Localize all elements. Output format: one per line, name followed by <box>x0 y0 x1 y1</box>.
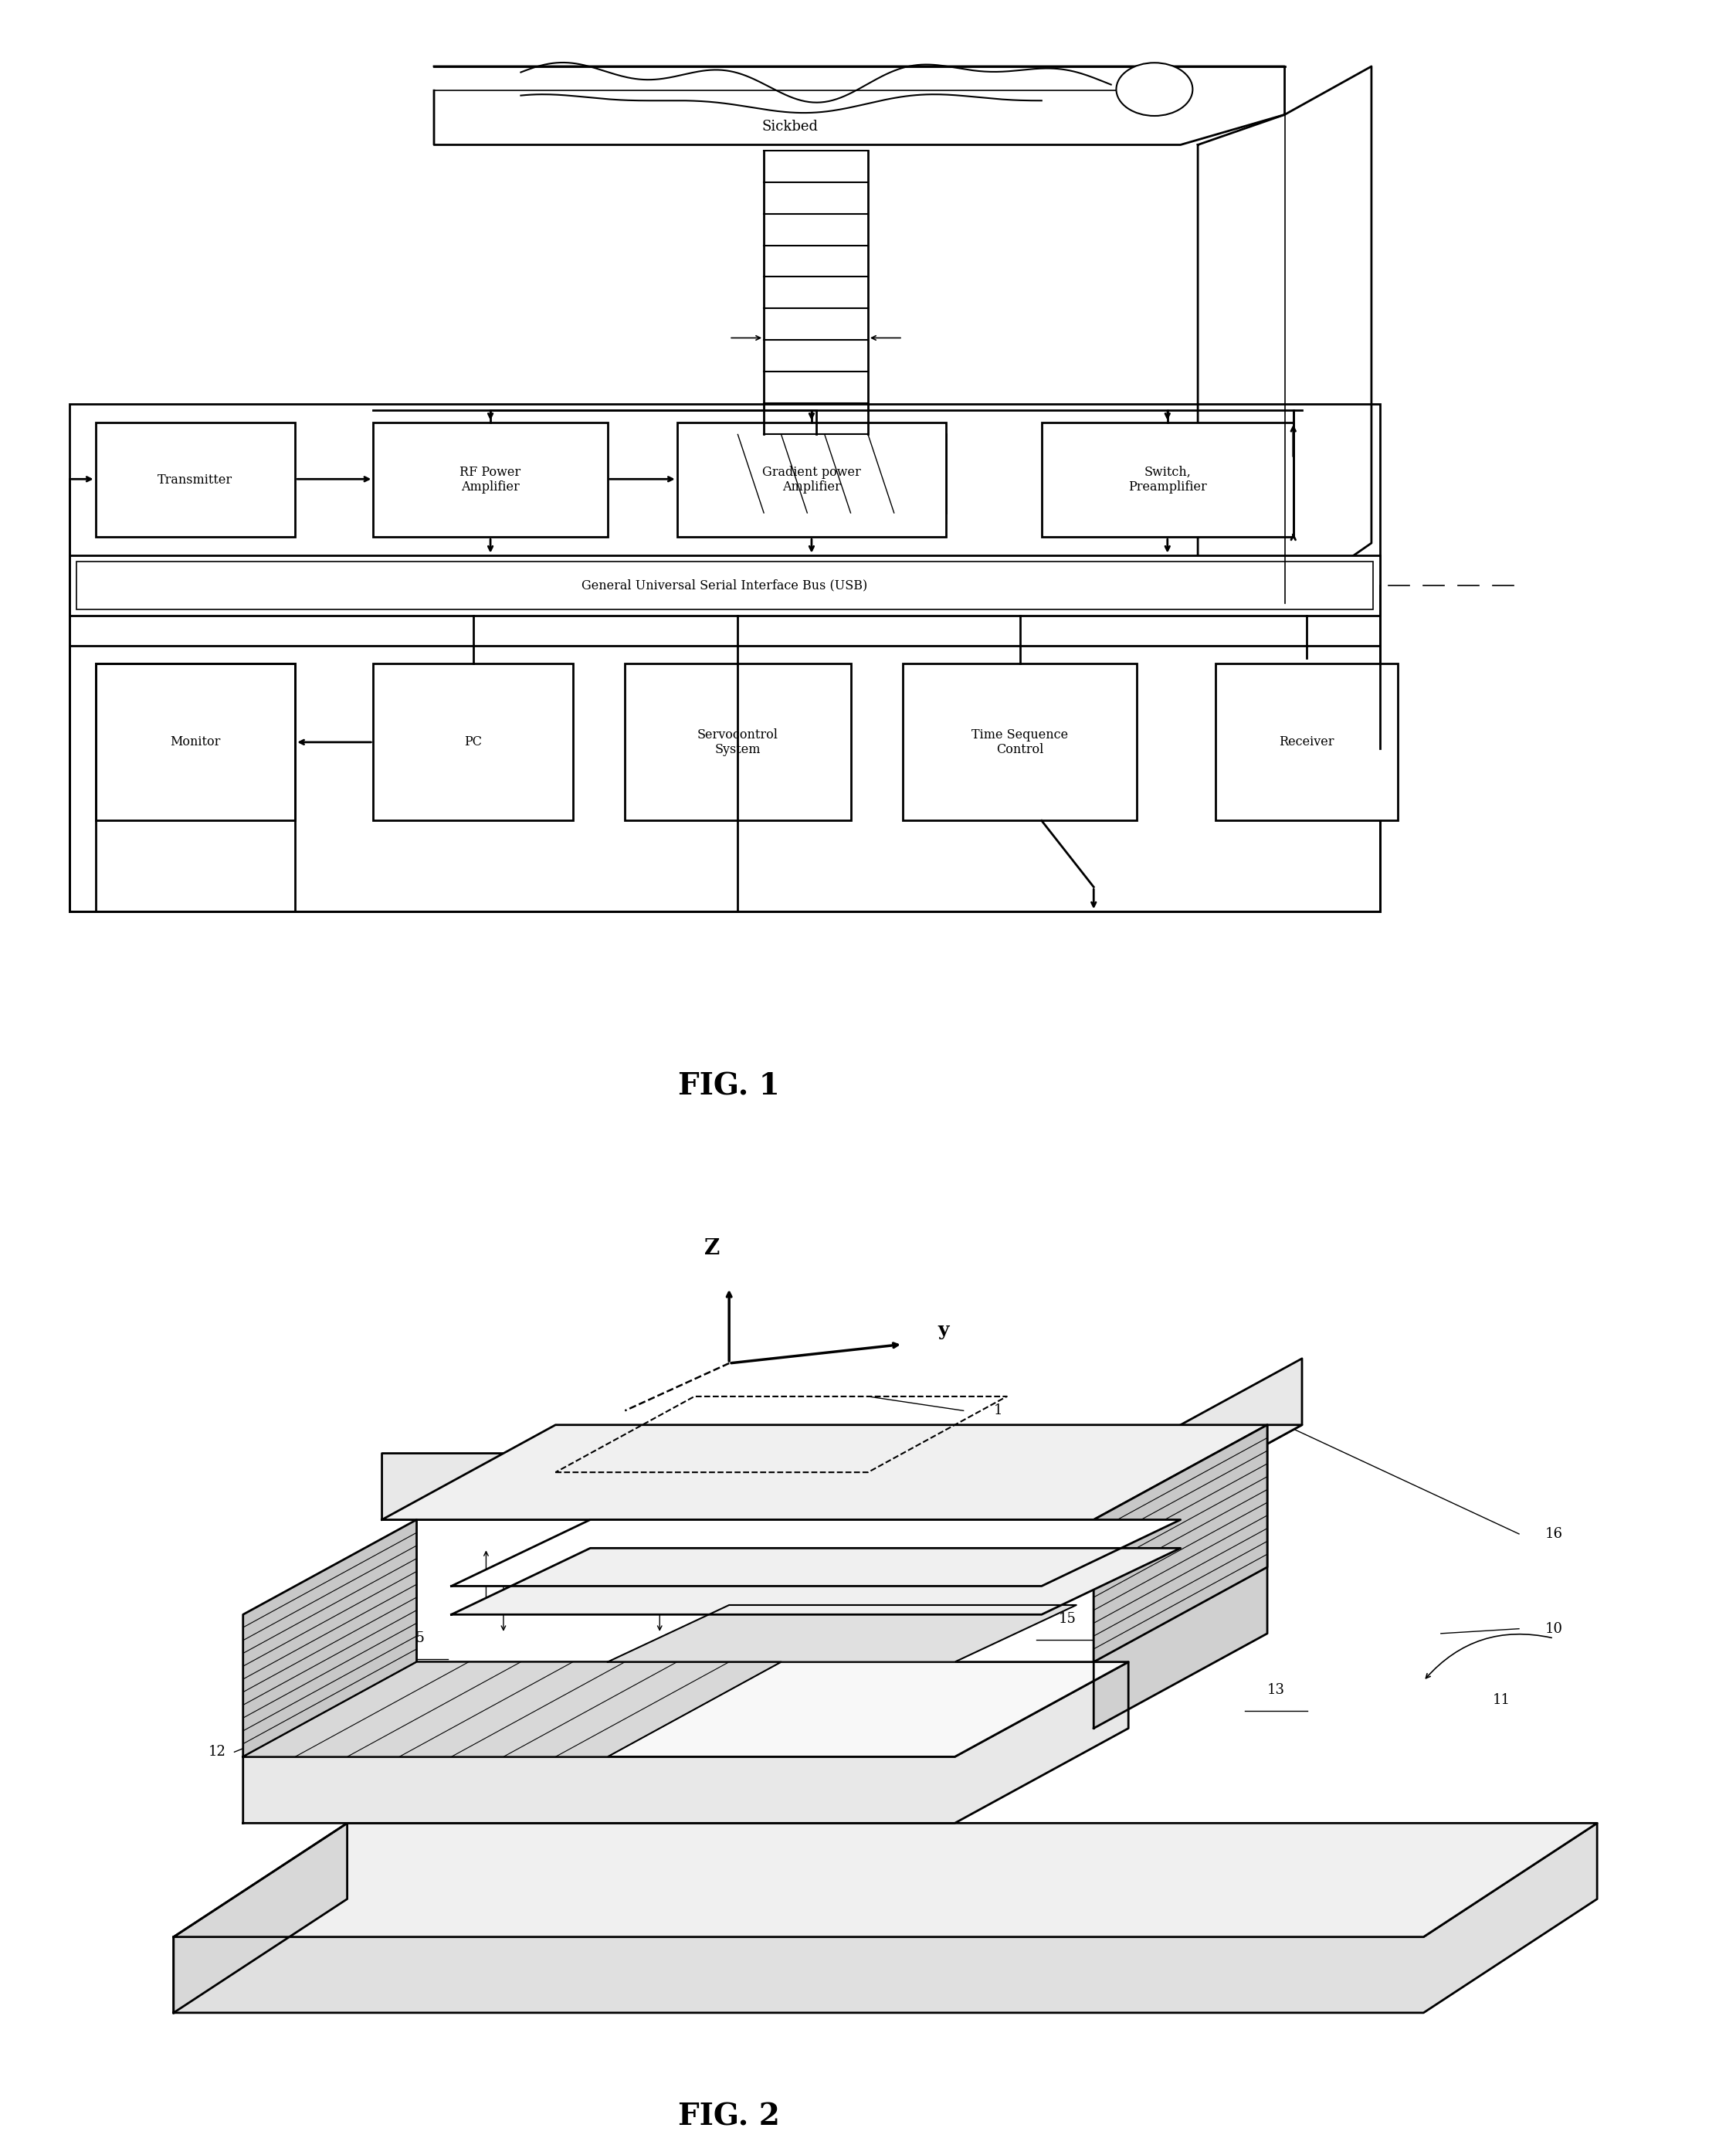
Polygon shape <box>451 1547 1180 1614</box>
Bar <box>69 405 1380 912</box>
Bar <box>95 664 295 821</box>
Text: 1: 1 <box>993 1403 1003 1418</box>
Text: y: y <box>937 1321 948 1340</box>
Circle shape <box>1116 62 1193 116</box>
Text: PC: PC <box>464 735 483 748</box>
Text: Monitor: Monitor <box>170 735 220 748</box>
Polygon shape <box>382 1358 1302 1519</box>
Text: Switch,
Preamplifier: Switch, Preamplifier <box>1128 465 1207 493</box>
Text: 15: 15 <box>1059 1612 1076 1627</box>
Polygon shape <box>451 1519 1180 1586</box>
Text: 16: 16 <box>1545 1528 1562 1541</box>
Polygon shape <box>174 1823 1597 1937</box>
Polygon shape <box>243 1662 1128 1756</box>
Bar <box>95 664 295 912</box>
Polygon shape <box>174 1823 1597 2013</box>
Polygon shape <box>243 1662 1128 1823</box>
Bar <box>903 664 1137 821</box>
Polygon shape <box>1094 1424 1267 1728</box>
Polygon shape <box>608 1605 1076 1662</box>
Text: Time Sequence
Control: Time Sequence Control <box>972 728 1068 756</box>
Text: 11: 11 <box>1493 1694 1510 1707</box>
Text: RF Power
Amplifier: RF Power Amplifier <box>460 465 521 493</box>
Polygon shape <box>174 1823 347 2013</box>
Bar <box>1042 422 1293 537</box>
Text: General Universal Serial Interface Bus (USB): General Universal Serial Interface Bus (… <box>582 580 868 593</box>
Polygon shape <box>243 1519 417 1756</box>
Text: Gradient power
Amplifier: Gradient power Amplifier <box>762 465 861 493</box>
Bar <box>1215 664 1397 821</box>
Text: 13: 13 <box>1267 1683 1285 1698</box>
Bar <box>373 664 573 821</box>
Bar <box>69 556 1380 616</box>
Text: 15: 15 <box>408 1631 425 1644</box>
Bar <box>677 422 946 537</box>
Text: 12: 12 <box>208 1746 226 1758</box>
Text: Sickbed: Sickbed <box>762 121 818 134</box>
Bar <box>712 435 946 513</box>
Polygon shape <box>434 67 1285 144</box>
Text: 21: 21 <box>677 1718 694 1730</box>
Bar <box>95 422 295 537</box>
Text: FIG. 2: FIG. 2 <box>679 2103 779 2131</box>
Bar <box>76 560 1373 610</box>
Text: Z: Z <box>703 1239 720 1259</box>
Text: 17: 17 <box>799 1560 816 1573</box>
Text: Servocontrol
System: Servocontrol System <box>698 728 778 756</box>
Text: 10: 10 <box>1545 1623 1562 1636</box>
Text: FIG. 1: FIG. 1 <box>679 1071 779 1101</box>
Polygon shape <box>243 1662 781 1756</box>
Polygon shape <box>1198 67 1371 603</box>
Bar <box>373 422 608 537</box>
Text: 26: 26 <box>260 1603 278 1616</box>
Polygon shape <box>382 1424 1302 1519</box>
Bar <box>625 664 851 821</box>
Text: Transmitter: Transmitter <box>158 474 233 487</box>
Polygon shape <box>1094 1424 1267 1662</box>
Bar <box>69 646 1380 912</box>
Text: Receiver: Receiver <box>1279 735 1333 748</box>
